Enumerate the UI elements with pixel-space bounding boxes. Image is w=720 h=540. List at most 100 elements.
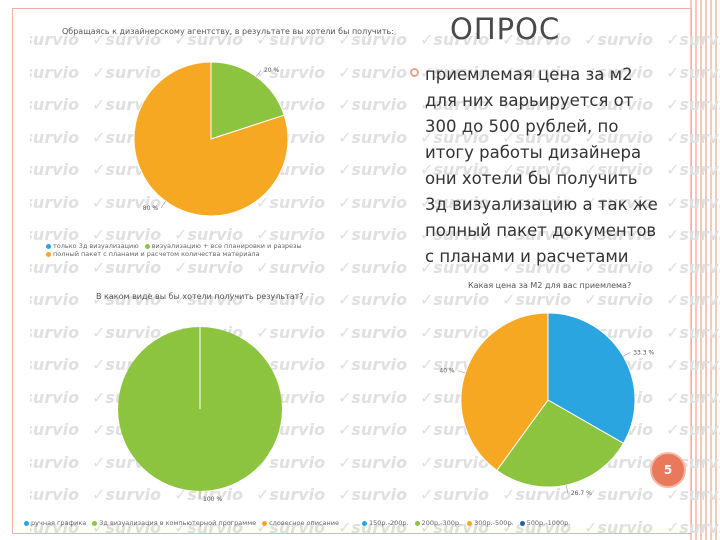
watermark-text: ✓survio <box>92 95 162 114</box>
legend-dot-icon <box>362 520 367 526</box>
legend-label: визуализацию + все планировки и разрезы <box>151 242 302 250</box>
watermark-text: ✓survio <box>420 355 490 374</box>
watermark-text: ✓survio <box>584 30 654 49</box>
watermark-text: ✓survio <box>256 290 326 309</box>
watermark-text: ✓survio <box>174 387 244 407</box>
watermark-text: ✓survio <box>666 387 720 407</box>
watermark-text: ✓survio <box>174 322 244 342</box>
watermark-text: ✓survio <box>420 62 490 82</box>
watermark-text: ✓survio <box>420 485 490 504</box>
watermark-text: ✓survio <box>92 387 162 407</box>
watermark-text: ✓survio <box>502 452 572 472</box>
watermark-text: ✓survio <box>338 485 408 504</box>
watermark-text: ✓survio <box>30 192 80 212</box>
watermark-text: ✓survio <box>502 257 572 277</box>
watermark-text: ✓survio <box>338 160 408 179</box>
watermark-text: ✓survio <box>584 225 654 244</box>
watermark-text: ✓survio <box>256 30 326 49</box>
watermark-text: ✓survio <box>338 225 408 244</box>
watermark-text: ✓survio <box>256 225 326 244</box>
watermark-text: ✓survio <box>30 127 80 147</box>
watermark-text: ✓survio <box>584 420 654 439</box>
legend-dot-icon <box>46 251 51 257</box>
watermark-text: ✓survio <box>502 127 572 147</box>
watermark-text: ✓survio <box>338 30 408 49</box>
legend-label: 200р.-300р. <box>421 519 462 527</box>
watermark-text: ✓survio <box>420 192 490 212</box>
watermark-text: ✓survio <box>420 452 490 472</box>
watermark-text: ✓survio <box>338 387 408 407</box>
watermark-text: ✓survio <box>92 355 162 374</box>
legend-dot-icon <box>467 520 473 526</box>
watermark-text: ✓survio <box>174 355 244 374</box>
watermark-text: ✓survio <box>92 127 162 147</box>
watermark-text: ✓survio <box>666 485 720 504</box>
watermark-text: ✓survio <box>420 127 490 147</box>
watermark-text: ✓survio <box>666 62 720 82</box>
watermark-text: ✓survio <box>30 387 80 407</box>
slide-title: ОПРОС <box>450 12 561 46</box>
watermark-text: ✓survio <box>502 95 572 114</box>
watermark-text: ✓survio <box>502 387 572 407</box>
watermark-text: ✓survio <box>420 322 490 342</box>
watermark-text: ✓survio <box>338 322 408 342</box>
watermark-text: ✓survio <box>502 517 572 537</box>
chart3-legend-item: 150р.-200р. <box>362 519 409 527</box>
watermark-text: ✓survio <box>420 387 490 407</box>
chart3-legend-item: 500р.-1000р. <box>519 519 570 527</box>
watermark-text: ✓survio <box>92 322 162 342</box>
watermark-text: ✓survio <box>420 257 490 277</box>
watermark-text: ✓survio <box>256 257 326 277</box>
chart3-legend-item: 200р.-300р. <box>414 519 462 527</box>
slide-frame <box>12 8 692 534</box>
watermark-text: ✓survio <box>584 387 654 407</box>
page-number-badge: 5 <box>650 452 686 488</box>
watermark-text: ✓survio <box>338 95 408 114</box>
watermark-text: ✓survio <box>584 160 654 179</box>
watermark-text: ✓survio <box>256 452 326 472</box>
watermark-text: ✓survio <box>666 127 720 147</box>
watermark-text: ✓survio <box>502 225 572 244</box>
watermark-text: ✓survio <box>30 225 80 244</box>
watermark-text: ✓survio <box>584 127 654 147</box>
watermark-text: ✓survio <box>338 127 408 147</box>
watermark-text: ✓survio <box>502 62 572 82</box>
watermark-text: ✓survio <box>502 290 572 309</box>
watermark-text: ✓survio <box>666 290 720 309</box>
watermark-text: ✓survio <box>256 62 326 82</box>
watermark-text: ✓survio <box>256 387 326 407</box>
watermark-text: ✓survio <box>30 95 80 114</box>
watermark-text: ✓survio <box>256 127 326 147</box>
watermark-text: ✓survio <box>666 95 720 114</box>
watermark-text: ✓survio <box>584 485 654 504</box>
watermark-text: ✓survio <box>256 192 326 212</box>
watermark-text: ✓survio <box>92 30 162 49</box>
legend-label: 3д визуализация в компьютерной программе <box>99 519 257 527</box>
watermark-text: ✓survio <box>338 257 408 277</box>
watermark-text: ✓survio <box>584 62 654 82</box>
watermark-text: ✓survio <box>584 257 654 277</box>
watermark-text: ✓survio <box>666 160 720 179</box>
watermark-text: ✓survio <box>338 192 408 212</box>
legend-dot-icon <box>92 520 98 526</box>
watermark-text: ✓survio <box>30 257 80 277</box>
legend-label: словесное описание <box>269 519 339 527</box>
watermark-text: ✓survio <box>502 160 572 179</box>
legend-label: только 3д визуализацию <box>53 242 139 250</box>
watermark-text: ✓survio <box>256 322 326 342</box>
watermark-text: ✓survio <box>666 225 720 244</box>
chart2-legend-item: словесное описание <box>262 519 339 527</box>
watermark-text: ✓survio <box>502 355 572 374</box>
watermark-text: ✓survio <box>420 290 490 309</box>
watermark-text: ✓survio <box>502 420 572 439</box>
watermark-text: ✓survio <box>502 30 572 49</box>
watermark-text: ✓survio <box>584 452 654 472</box>
watermark-text: ✓survio <box>174 517 244 537</box>
chart2-legend: ручная графика 3д визуализация в компьюте… <box>24 519 354 527</box>
chart2-legend-item: 3д визуализация в компьютерной программе <box>92 519 256 527</box>
watermark-text: ✓survio <box>174 160 244 179</box>
watermark-text: ✓survio <box>92 290 162 309</box>
watermark-text: ✓survio <box>174 62 244 82</box>
legend-dot-icon <box>144 243 150 249</box>
chart1-legend-item: только 3д визуализацию <box>46 242 139 250</box>
